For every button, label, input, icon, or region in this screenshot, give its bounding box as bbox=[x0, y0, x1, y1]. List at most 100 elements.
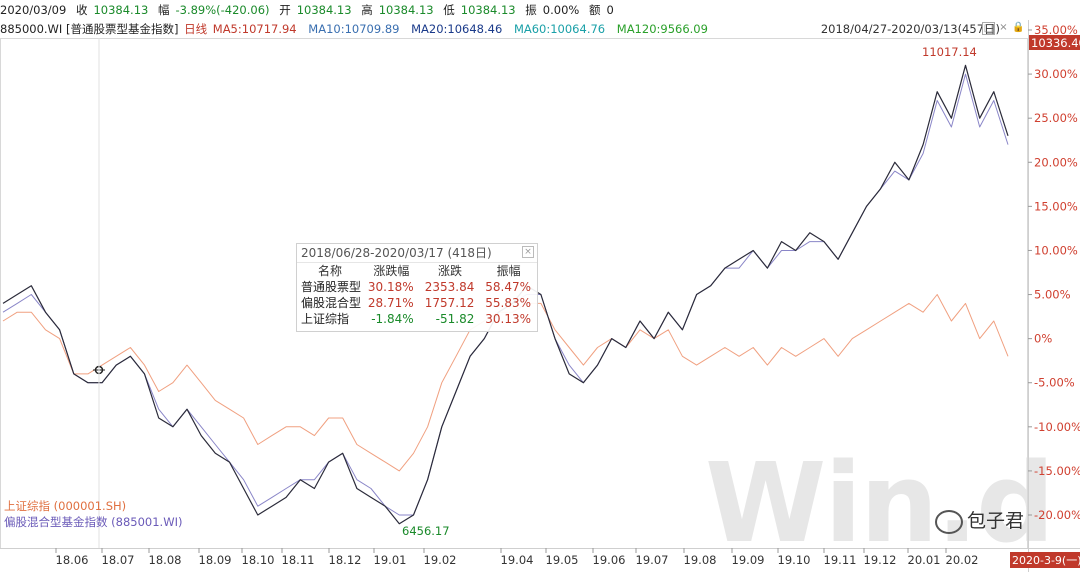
table-row: 上证综指 -1.84% -51.82 30.13% bbox=[297, 311, 537, 327]
current-date-tag: 2020-3-9(一) bbox=[1012, 554, 1080, 567]
row-pct: -1.84% bbox=[371, 312, 414, 326]
x-tick-label: 20.02 bbox=[946, 553, 979, 567]
row-chg: -51.82 bbox=[435, 312, 475, 326]
table-row: 普通股票型 30.18% 2353.84 58.47% bbox=[297, 279, 537, 295]
y-tick-label: 35.00% bbox=[1034, 23, 1078, 37]
table-row: 偏股混合型 28.71% 1757.12 55.83% bbox=[297, 295, 537, 311]
change-value: -3.89%(-420.06) bbox=[175, 3, 270, 17]
x-tick-label: 20.01 bbox=[908, 553, 941, 567]
legend-item-mixed-fund[interactable]: 偏股混合型基金指数 (885001.WI) bbox=[4, 515, 183, 529]
row-name: 上证综指 bbox=[301, 312, 350, 326]
high-annotation: 11017.14 bbox=[922, 45, 977, 59]
y-axis: 35.00% 30.00% 25.00% 20.00% 15.00% 10.00% 5.00… bbox=[1028, 23, 1080, 522]
vol-value: 0 bbox=[606, 3, 614, 17]
col-header: 振幅 bbox=[496, 264, 521, 278]
date-tag-bg bbox=[1010, 552, 1080, 568]
row-pct: 28.71% bbox=[367, 296, 414, 310]
low-label: 低 bbox=[443, 3, 455, 17]
ma5-value: MA5:10717.94 bbox=[212, 22, 297, 36]
wechat-account: 包子君 bbox=[935, 508, 1024, 534]
popup-close-icon[interactable]: × bbox=[522, 246, 534, 258]
period-label[interactable]: 日线 bbox=[184, 22, 208, 36]
y-tick-label: 20.00% bbox=[1034, 155, 1078, 169]
chart-legend: 上证综指 (000001.SH) 偏股混合型基金指数 (885001.WI) bbox=[4, 498, 182, 530]
interval-stats-popup[interactable]: 2018/06/28-2020/03/17 (418日) × 名称 涨跌幅 涨跌… bbox=[296, 243, 538, 332]
y-tick-label: 25.00% bbox=[1034, 111, 1078, 125]
open-value: 10384.13 bbox=[296, 3, 352, 17]
x-tick-label: 18.08 bbox=[149, 553, 182, 567]
x-tick-label: 18.10 bbox=[242, 553, 275, 567]
x-tick-label: 18.07 bbox=[102, 553, 135, 567]
restore-icon[interactable]: □ bbox=[982, 22, 995, 35]
row-name: 偏股混合型 bbox=[301, 296, 362, 310]
close-icon[interactable]: × bbox=[999, 22, 1008, 33]
row-name: 普通股票型 bbox=[301, 280, 362, 294]
change-label: 幅 bbox=[157, 3, 170, 17]
row-pct: 30.18% bbox=[367, 280, 414, 294]
ma10-value: MA10:10709.89 bbox=[308, 22, 400, 36]
row-chg: 1757.12 bbox=[424, 296, 475, 310]
ma120-value: MA120:9566.09 bbox=[616, 22, 708, 36]
x-tick-label: 18.09 bbox=[199, 553, 232, 567]
index-code: 885000.WI [普通股票型基金指数] bbox=[0, 22, 179, 36]
x-tick-label: 19.01 bbox=[374, 553, 407, 567]
legend-item-shanghai[interactable]: 上证综指 (000001.SH) bbox=[4, 499, 127, 513]
wechat-name: 包子君 bbox=[967, 510, 1025, 532]
y-tick-label: -10.00% bbox=[1034, 420, 1080, 434]
grid bbox=[0, 20, 1080, 572]
popup-title: 2018/06/28-2020/03/17 (418日) bbox=[297, 244, 537, 263]
close-value: 10384.13 bbox=[93, 3, 149, 17]
range-label: 2018/04/27-2020/03/13(457日) bbox=[820, 22, 1000, 36]
close-label: 收 bbox=[75, 3, 88, 17]
x-tick-label: 18.06 bbox=[56, 553, 89, 567]
y-tick-label: -15.00% bbox=[1034, 464, 1080, 478]
stats-table: 名称 涨跌幅 涨跌 振幅 普通股票型 30.18% 2353.84 58.47%… bbox=[297, 263, 537, 327]
y-tick-label: -20.00% bbox=[1034, 508, 1080, 522]
x-tick-label: 19.12 bbox=[864, 553, 897, 567]
annotations: 11017.14 6456.17 10336.40 2020-3-9(一) bbox=[93, 35, 1080, 568]
y-tick-label: 10.00% bbox=[1034, 243, 1078, 257]
ma-bar: 885000.WI [普通股票型基金指数] 日线 MA5:10717.94 MA… bbox=[0, 20, 1030, 38]
x-tick-label: 18.11 bbox=[282, 553, 315, 567]
row-amp: 55.83% bbox=[485, 296, 531, 310]
x-tick-label: 19.02 bbox=[424, 553, 457, 567]
current-price-tag: 10336.40 bbox=[1031, 36, 1080, 50]
wechat-icon bbox=[935, 509, 963, 534]
row-chg: 2353.84 bbox=[424, 280, 475, 294]
ma60-value: MA60:10064.76 bbox=[513, 22, 606, 36]
price-tag-bg bbox=[1029, 35, 1080, 50]
quote-date: 2020/03/09 bbox=[0, 3, 67, 17]
y-tick-label: 5.00% bbox=[1034, 288, 1071, 302]
row-amp: 58.47% bbox=[485, 280, 531, 294]
high-label: 高 bbox=[361, 3, 373, 17]
x-tick-label: 18.12 bbox=[329, 553, 362, 567]
x-axis: 18.06 18.07 18.08 18.09 18.10 18.11 18.12 19.01… bbox=[55, 548, 979, 567]
y-tick-label: 15.00% bbox=[1034, 199, 1078, 213]
x-tick-label: 19.05 bbox=[546, 553, 579, 567]
ma20-value: MA20:10648.46 bbox=[411, 22, 503, 36]
vol-label: 额 bbox=[588, 3, 601, 17]
amp-value: 0.00% bbox=[542, 3, 580, 17]
x-tick-label: 19.08 bbox=[684, 553, 717, 567]
low-value: 10384.13 bbox=[460, 3, 516, 17]
x-tick-label: 19.04 bbox=[501, 553, 534, 567]
x-tick-label: 19.07 bbox=[636, 553, 669, 567]
lock-icon[interactable]: 🔒 bbox=[1012, 22, 1025, 33]
col-header: 名称 bbox=[318, 264, 343, 278]
x-tick-label: 19.06 bbox=[593, 553, 626, 567]
wind-watermark: Win.d bbox=[705, 439, 1055, 567]
open-label: 开 bbox=[279, 3, 291, 17]
col-header: 涨跌 bbox=[437, 264, 462, 278]
high-value: 10384.13 bbox=[378, 3, 434, 17]
x-tick-label: 19.09 bbox=[732, 553, 765, 567]
y-tick-label: 30.00% bbox=[1034, 67, 1078, 81]
x-tick-label: 19.10 bbox=[778, 553, 811, 567]
y-tick-label: 0% bbox=[1034, 332, 1052, 346]
low-annotation: 6456.17 bbox=[402, 524, 450, 538]
col-header: 涨跌幅 bbox=[373, 264, 410, 278]
row-amp: 30.13% bbox=[485, 312, 531, 326]
x-tick-label: 19.11 bbox=[824, 553, 857, 567]
y-tick-label: -5.00% bbox=[1034, 376, 1075, 390]
